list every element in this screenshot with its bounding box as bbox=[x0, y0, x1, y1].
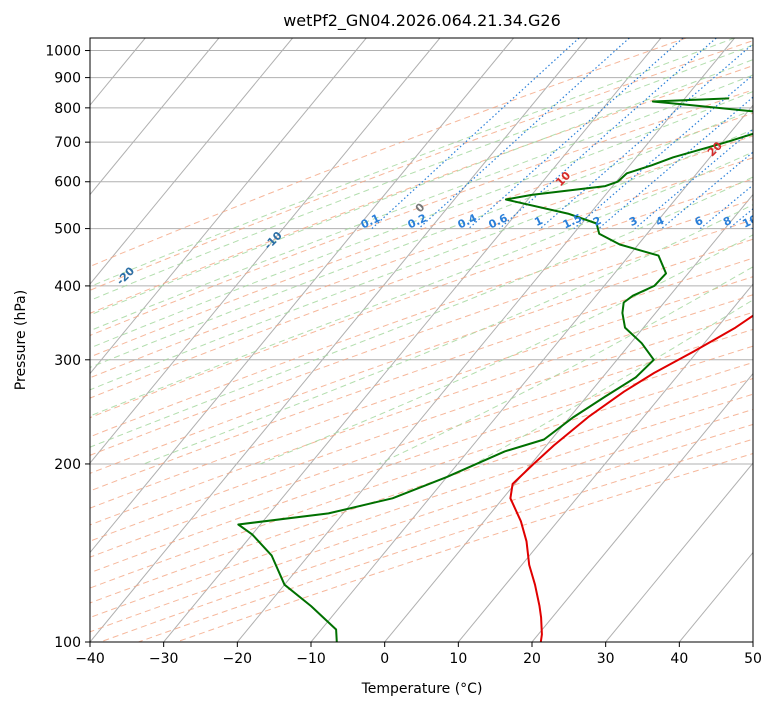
chart-title: wetPf2_GN04.2026.064.21.34.G26 bbox=[283, 11, 561, 31]
mixing-ratio-0.2 bbox=[418, 38, 630, 230]
x-tick-label--40: −40 bbox=[75, 651, 105, 667]
y-tick-label-900: 900 bbox=[54, 71, 81, 87]
isotherm--80 bbox=[90, 38, 293, 285]
moist-adiabat-5 bbox=[90, 109, 753, 368]
mixing-ratio-lines bbox=[371, 38, 753, 230]
moist-adiabat--20 bbox=[90, 38, 735, 288]
moist-adiabat-0 bbox=[90, 90, 753, 349]
dry-adiabat-80 bbox=[90, 257, 753, 492]
y-tick-label-700: 700 bbox=[54, 135, 81, 151]
mixing-ratio-label-4: 4 bbox=[654, 214, 667, 229]
x-tick-label-40: 40 bbox=[670, 651, 688, 667]
moist-adiabat-10 bbox=[90, 129, 753, 391]
dry-adiabat-50 bbox=[90, 199, 753, 438]
isotherm--70 bbox=[90, 38, 367, 375]
moist-adiabat--5 bbox=[90, 74, 753, 332]
isotherm--60 bbox=[90, 38, 441, 464]
mixing-ratio-label-1: 1 bbox=[532, 214, 544, 229]
plot-frame bbox=[89, 37, 754, 643]
isotherm-grid bbox=[0, 38, 753, 642]
y-tick-label-100: 100 bbox=[54, 635, 81, 651]
dry-adiabat-label--20: -20 bbox=[114, 264, 137, 287]
y-tick-label-400: 400 bbox=[54, 279, 81, 295]
dry-adiabat-100 bbox=[90, 294, 753, 526]
dry-adiabat-110 bbox=[90, 311, 753, 542]
mixing-ratio-label-2: 2 bbox=[591, 214, 603, 229]
mixing-ratio-1 bbox=[539, 43, 753, 230]
mixing-ratio-0.4 bbox=[468, 38, 684, 230]
dry-adiabat-label--10: -10 bbox=[262, 229, 285, 252]
moist-adiabat--10 bbox=[90, 59, 753, 316]
mixing-ratio-label-13: 13 bbox=[768, 212, 775, 230]
dewpoint-line bbox=[237, 97, 753, 642]
isotherm-0 bbox=[384, 193, 753, 642]
mixing-ratio-0.1 bbox=[371, 38, 580, 230]
y-axis-ticks: 100 200 300 400 500 600 700 800 900 1000 bbox=[45, 44, 90, 651]
x-axis-ticks: −40 −30 −20 −10 0 10 20 30 40 50 bbox=[75, 642, 762, 667]
y-tick-label-300: 300 bbox=[54, 353, 81, 369]
isotherm-40 bbox=[678, 551, 753, 642]
temperature-line bbox=[509, 314, 753, 642]
dry-adiabat-40 bbox=[90, 178, 753, 419]
dry-adiabats bbox=[90, 38, 753, 642]
moist-adiabat-25 bbox=[143, 204, 753, 465]
x-tick-label--30: −30 bbox=[149, 651, 179, 667]
y-tick-label-600: 600 bbox=[54, 175, 81, 191]
x-axis-label: Temperature (°C) bbox=[361, 681, 483, 697]
isotherm--30 bbox=[163, 38, 662, 642]
x-tick-label-10: 10 bbox=[449, 651, 467, 667]
dry-adiabat-60 bbox=[90, 219, 753, 456]
x-tick-label-30: 30 bbox=[597, 651, 615, 667]
mixing-ratio-1.5 bbox=[573, 74, 753, 230]
y-tick-label-1000: 1000 bbox=[45, 44, 81, 60]
y-axis-label: Pressure (hPa) bbox=[13, 290, 29, 390]
x-tick-label--10: −10 bbox=[296, 651, 326, 667]
isotherm--40 bbox=[90, 38, 588, 642]
mixing-ratio-10 bbox=[751, 226, 753, 230]
isotherm-30 bbox=[605, 462, 753, 642]
dry-adiabat--30 bbox=[90, 38, 687, 268]
mixing-ratio-label-10: 10 bbox=[740, 212, 760, 230]
y-tick-label-500: 500 bbox=[54, 222, 81, 238]
dry-adiabat-130 bbox=[90, 345, 753, 574]
moist-adiabat-35 bbox=[378, 266, 753, 465]
isotherm--50 bbox=[90, 38, 514, 554]
isotherm--20 bbox=[236, 38, 735, 642]
x-tick-label-20: 20 bbox=[523, 651, 541, 667]
plot-area: 0.10.20.40.611.52346810131620253036-100-… bbox=[0, 38, 775, 642]
moist-adiabat-15 bbox=[90, 151, 753, 417]
dry-adiabat-160 bbox=[90, 393, 753, 618]
sounding-series bbox=[237, 97, 753, 642]
y-tick-label-800: 800 bbox=[54, 101, 81, 117]
isobar-grid bbox=[90, 50, 753, 642]
mixing-ratio-4 bbox=[661, 151, 753, 230]
isotherm-50 bbox=[752, 641, 753, 642]
dry-adiabat-200 bbox=[176, 453, 753, 642]
isotherm-10 bbox=[457, 283, 753, 642]
mixing-ratio-2 bbox=[598, 96, 753, 230]
x-tick-label--20: −20 bbox=[223, 651, 253, 667]
isotherm-20 bbox=[531, 372, 753, 642]
moist-adiabat-20 bbox=[90, 176, 753, 448]
y-tick-label-200: 200 bbox=[54, 457, 81, 473]
line-labels: 0.10.20.40.611.52346810131620253036-100-… bbox=[114, 139, 775, 288]
x-tick-label-50: 50 bbox=[744, 651, 762, 667]
dry-adiabat-label-0: 0 bbox=[413, 200, 428, 215]
isotherm--10 bbox=[310, 104, 753, 642]
moist-adiabat-40 bbox=[474, 299, 753, 465]
mixing-ratio-label-3: 3 bbox=[627, 214, 639, 229]
x-tick-label-0: 0 bbox=[380, 651, 389, 667]
dry-adiabat-140 bbox=[90, 361, 753, 589]
dry-adiabat-170 bbox=[90, 408, 753, 633]
moist-adiabat-30 bbox=[259, 234, 753, 465]
isotherm--110 bbox=[0, 38, 72, 642]
dry-adiabat--20 bbox=[90, 40, 753, 291]
isotherm--90 bbox=[90, 38, 220, 196]
dry-adiabat-label-10: 10 bbox=[553, 169, 573, 189]
mixing-ratio-label-6: 6 bbox=[693, 214, 706, 229]
